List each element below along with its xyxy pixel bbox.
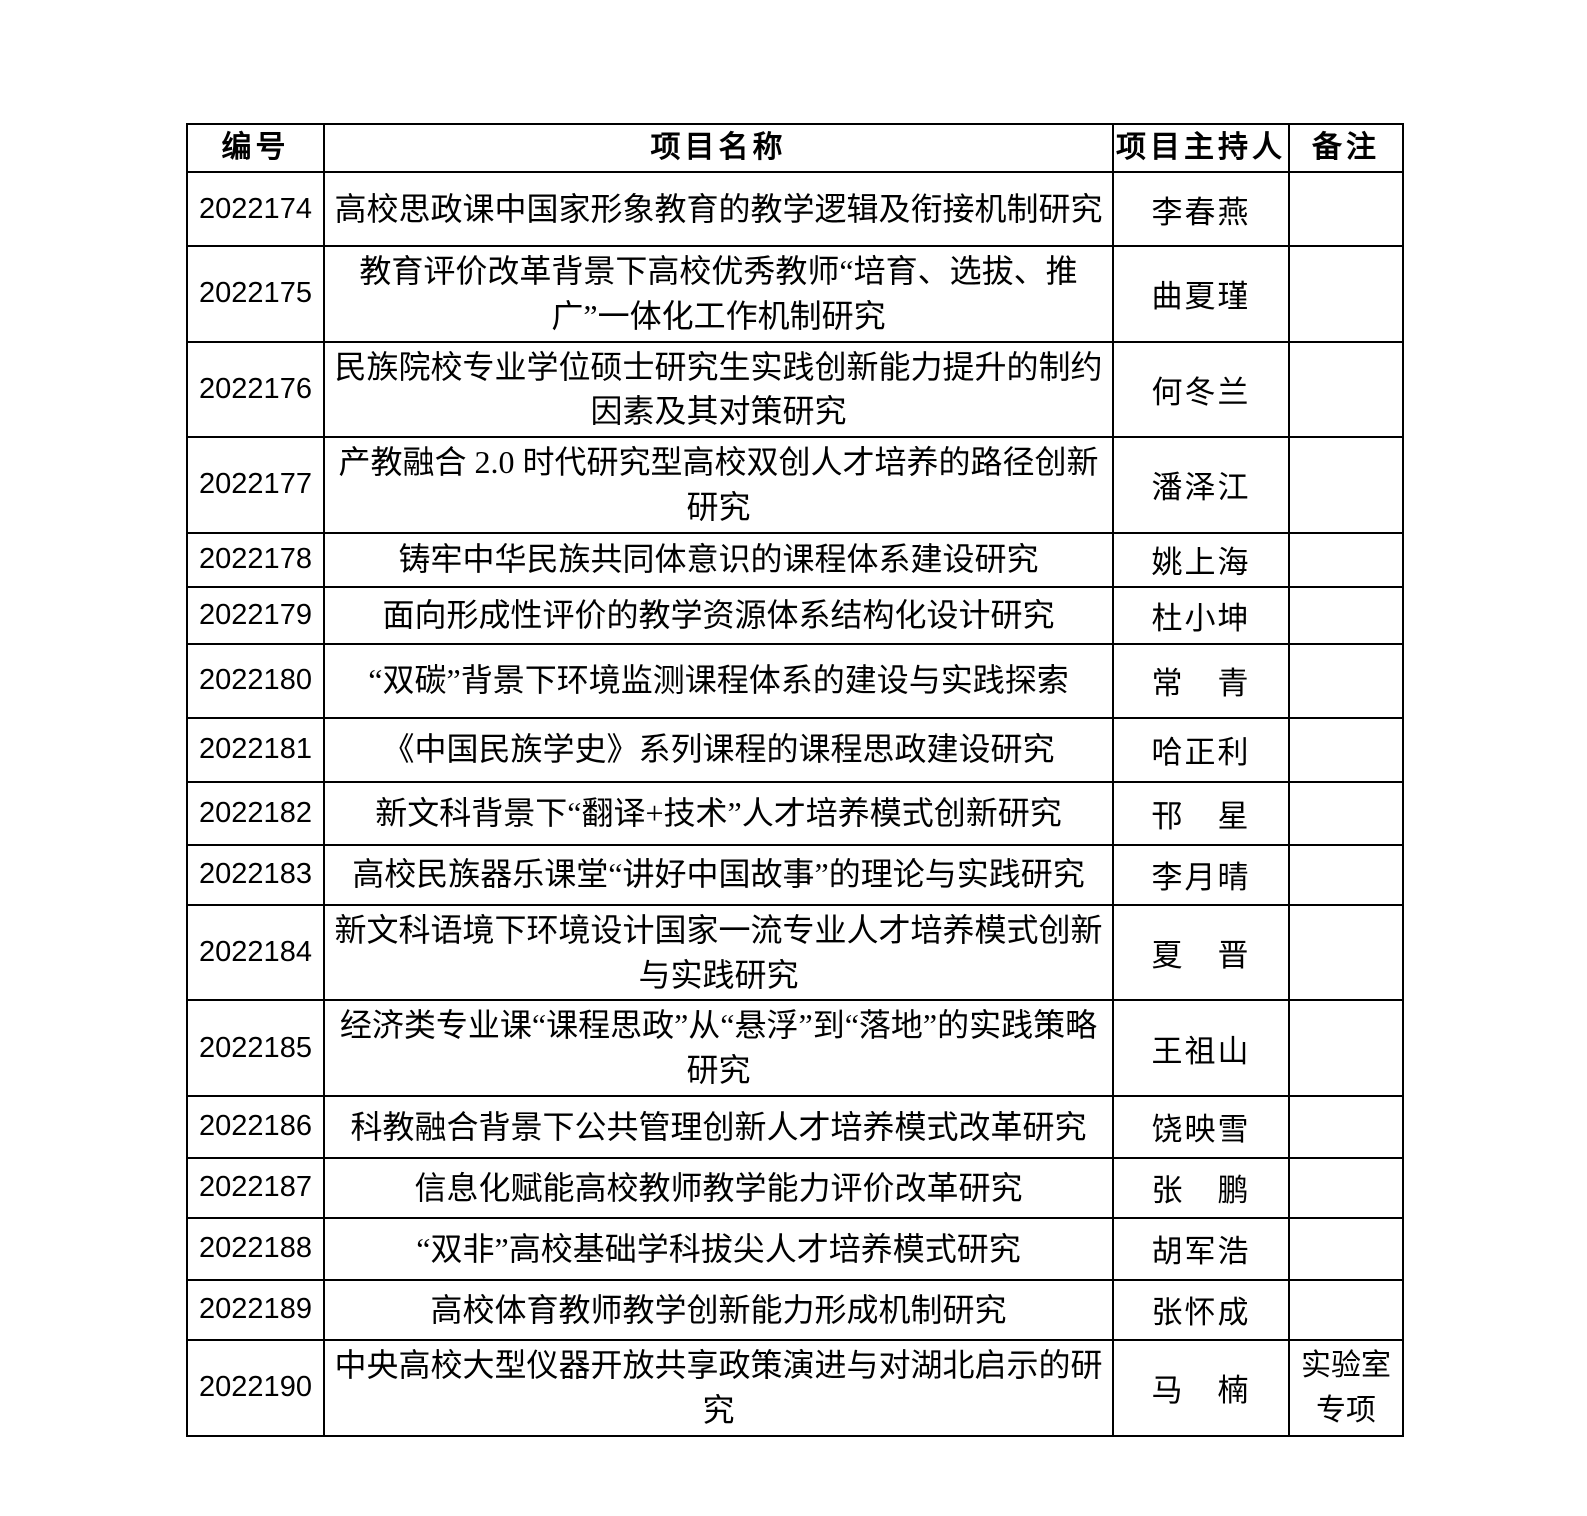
cell-project-leader: 夏 晋 [1112,903,1290,1002]
table-row: 2022181 《中国民族学史》系列课程的课程思政建设研究 哈正利 [186,716,1404,783]
table-row: 2022188 “双非”高校基础学科拔尖人才培养模式研究 胡军浩 [186,1216,1404,1281]
cell-project-remark [1288,245,1404,343]
cell-project-remark [1288,642,1404,719]
cell-project-name: 民族院校专业学位硕士研究生实践创新能力提升的制约因素及其对策研究 [323,340,1114,439]
cell-project-remark [1288,436,1404,534]
table-row: 2022178 铸牢中华民族共同体意识的课程体系建设研究 姚上海 [186,531,1404,588]
table-row: 2022183 高校民族器乐课堂“讲好中国故事”的理论与实践研究 李月晴 [186,843,1404,906]
table-row: 2022182 新文科背景下“翻译+技术”人才培养模式创新研究 邗 星 [186,780,1404,846]
cell-project-id: 2022185 [186,999,325,1097]
table-row: 2022175 教育评价改革背景下高校优秀教师“培育、选拔、推广”一体化工作机制… [186,245,1404,343]
cell-project-name: 新文科背景下“翻译+技术”人才培养模式创新研究 [323,780,1114,846]
table-row: 2022174 高校思政课中国家形象教育的教学逻辑及衔接机制研究 李春燕 [186,171,1404,247]
cell-project-leader: 马 楠 [1112,1338,1290,1437]
cell-project-leader: 潘泽江 [1112,436,1290,534]
cell-project-id: 2022181 [186,716,325,783]
cell-project-leader: 姚上海 [1112,531,1290,588]
cell-project-name: 新文科语境下环境设计国家一流专业人才培养模式创新与实践研究 [323,903,1114,1002]
cell-project-remark [1288,1156,1404,1219]
cell-project-id: 2022182 [186,780,325,846]
header-cell-remark: 备注 [1288,123,1404,173]
cell-project-leader: 李月晴 [1112,843,1290,906]
cell-project-remark [1288,716,1404,783]
cell-project-remark [1288,843,1404,906]
cell-project-remark [1288,585,1404,645]
cell-project-name: 《中国民族学史》系列课程的课程思政建设研究 [323,716,1114,783]
table-row: 2022184 新文科语境下环境设计国家一流专业人才培养模式创新与实践研究 夏 … [186,903,1404,1002]
cell-project-leader: 胡军浩 [1112,1216,1290,1281]
cell-project-name: 高校体育教师教学创新能力形成机制研究 [323,1278,1114,1341]
cell-project-remark [1288,171,1404,247]
cell-project-id: 2022189 [186,1278,325,1341]
cell-project-name: 教育评价改革背景下高校优秀教师“培育、选拔、推广”一体化工作机制研究 [323,245,1114,343]
cell-project-remark: 实验室专项 [1288,1338,1404,1437]
cell-project-id: 2022184 [186,903,325,1002]
table-row: 2022177 产教融合 2.0 时代研究型高校双创人才培养的路径创新研究 潘泽… [186,436,1404,534]
table-row: 2022180 “双碳”背景下环境监测课程体系的建设与实践探索 常 青 [186,642,1404,719]
cell-project-leader: 曲夏瑾 [1112,245,1290,343]
cell-project-remark [1288,999,1404,1097]
cell-project-id: 2022186 [186,1094,325,1159]
cell-project-remark [1288,340,1404,439]
cell-project-remark [1288,531,1404,588]
cell-project-remark [1288,1216,1404,1281]
cell-project-id: 2022178 [186,531,325,588]
table-row: 2022190 中央高校大型仪器开放共享政策演进与对湖北启示的研究 马 楠 实验… [186,1338,1404,1437]
cell-project-id: 2022179 [186,585,325,645]
cell-project-leader: 常 青 [1112,642,1290,719]
cell-project-id: 2022183 [186,843,325,906]
cell-project-leader: 哈正利 [1112,716,1290,783]
table-row: 2022176 民族院校专业学位硕士研究生实践创新能力提升的制约因素及其对策研究… [186,340,1404,439]
cell-project-name: 信息化赋能高校教师教学能力评价改革研究 [323,1156,1114,1219]
header-row: 编号 项目名称 项目主持人 备注 [186,123,1404,173]
cell-project-id: 2022187 [186,1156,325,1219]
cell-project-id: 2022176 [186,340,325,439]
cell-project-id: 2022188 [186,1216,325,1281]
table-row: 2022179 面向形成性评价的教学资源体系结构化设计研究 杜小坤 [186,585,1404,645]
cell-project-name: 产教融合 2.0 时代研究型高校双创人才培养的路径创新研究 [323,436,1114,534]
cell-project-id: 2022174 [186,171,325,247]
cell-project-leader: 何冬兰 [1112,340,1290,439]
cell-project-leader: 张 鹏 [1112,1156,1290,1219]
table-row: 2022187 信息化赋能高校教师教学能力评价改革研究 张 鹏 [186,1156,1404,1219]
cell-project-id: 2022180 [186,642,325,719]
cell-project-id: 2022177 [186,436,325,534]
table-row: 2022186 科教融合背景下公共管理创新人才培养模式改革研究 饶映雪 [186,1094,1404,1159]
cell-project-id: 2022190 [186,1338,325,1437]
cell-project-leader: 饶映雪 [1112,1094,1290,1159]
table-row: 2022189 高校体育教师教学创新能力形成机制研究 张怀成 [186,1278,1404,1341]
cell-project-remark [1288,780,1404,846]
header-cell-leader: 项目主持人 [1112,123,1290,173]
cell-project-remark [1288,903,1404,1002]
cell-project-name: 中央高校大型仪器开放共享政策演进与对湖北启示的研究 [323,1338,1114,1437]
project-table-body: 2022174 高校思政课中国家形象教育的教学逻辑及衔接机制研究 李春燕 202… [186,171,1404,1437]
cell-project-name: 高校思政课中国家形象教育的教学逻辑及衔接机制研究 [323,171,1114,247]
cell-project-name: “双非”高校基础学科拔尖人才培养模式研究 [323,1216,1114,1281]
cell-project-leader: 王祖山 [1112,999,1290,1097]
cell-project-leader: 李春燕 [1112,171,1290,247]
cell-project-leader: 张怀成 [1112,1278,1290,1341]
cell-project-name: 经济类专业课“课程思政”从“悬浮”到“落地”的实践策略研究 [323,999,1114,1097]
header-cell-id: 编号 [186,123,325,173]
cell-project-name: 高校民族器乐课堂“讲好中国故事”的理论与实践研究 [323,843,1114,906]
cell-project-name: 面向形成性评价的教学资源体系结构化设计研究 [323,585,1114,645]
header-cell-name: 项目名称 [323,123,1114,173]
cell-project-name: 科教融合背景下公共管理创新人才培养模式改革研究 [323,1094,1114,1159]
cell-project-leader: 邗 星 [1112,780,1290,846]
cell-project-remark [1288,1278,1404,1341]
cell-project-id: 2022175 [186,245,325,343]
project-table: 编号 项目名称 项目主持人 备注 2022174 高校思政课中国家形象教育的教学… [186,123,1404,1437]
cell-project-name: 铸牢中华民族共同体意识的课程体系建设研究 [323,531,1114,588]
cell-project-name: “双碳”背景下环境监测课程体系的建设与实践探索 [323,642,1114,719]
cell-project-leader: 杜小坤 [1112,585,1290,645]
cell-project-remark [1288,1094,1404,1159]
table-row: 2022185 经济类专业课“课程思政”从“悬浮”到“落地”的实践策略研究 王祖… [186,999,1404,1097]
